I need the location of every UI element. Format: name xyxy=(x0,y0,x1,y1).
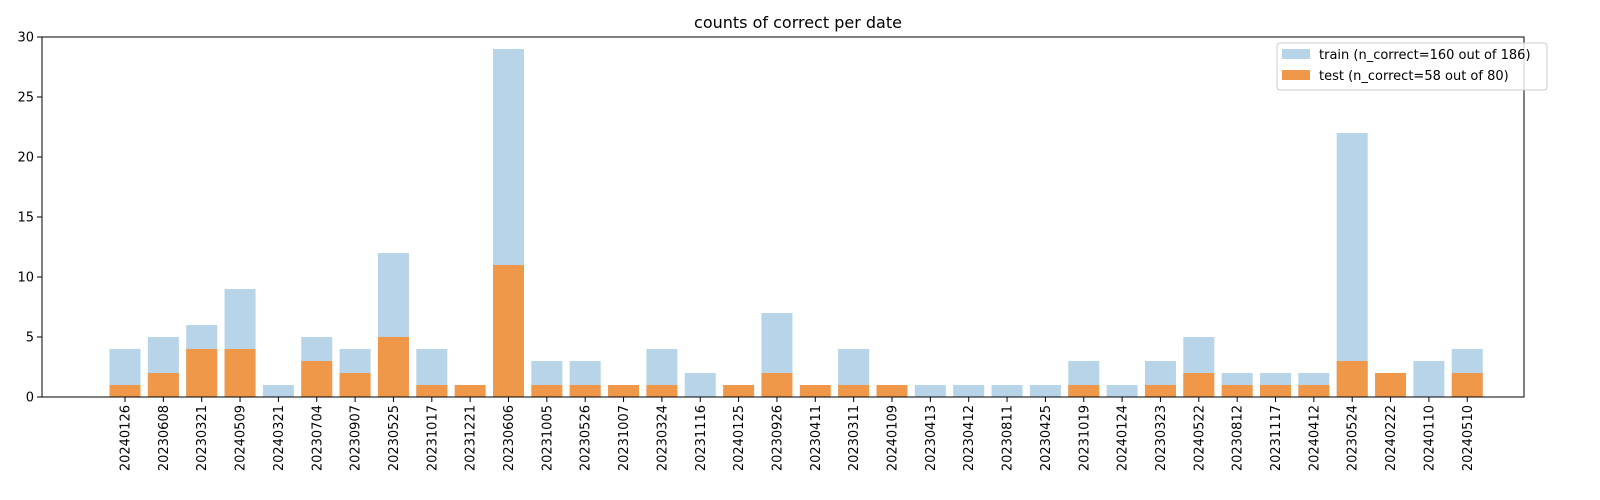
bar-test-20230526 xyxy=(569,385,601,397)
chart-title: counts of correct per date xyxy=(694,13,902,32)
x-tick-label-20240124: 20240124 xyxy=(1116,405,1131,471)
x-tick-label-20230411: 20230411 xyxy=(809,405,824,471)
bar-test-20230812 xyxy=(1221,385,1253,397)
bar-train-20230425 xyxy=(1029,385,1061,397)
x-tick-label-20230704: 20230704 xyxy=(310,405,325,471)
bar-test-20230411 xyxy=(799,385,831,397)
test-series-bars xyxy=(109,265,1483,397)
legend-box xyxy=(1276,42,1548,91)
bar-test-20231019 xyxy=(1068,385,1100,397)
x-tick-label-20240125: 20240125 xyxy=(732,405,747,471)
legend-label-test: test (n_correct=58 out of 80) xyxy=(1319,69,1509,84)
bar-test-20231221 xyxy=(454,385,486,397)
legend-swatch-test xyxy=(1282,70,1310,80)
x-tick-label-20240321: 20240321 xyxy=(272,405,287,471)
bar-train-20230412 xyxy=(953,385,985,397)
x-tick-label-20230812: 20230812 xyxy=(1231,405,1246,471)
bar-test-20230704 xyxy=(301,361,333,397)
x-tick-label-20240126: 20240126 xyxy=(119,405,134,471)
bar-test-20230524 xyxy=(1336,361,1368,397)
y-tick-label: 5 xyxy=(26,331,34,346)
legend-swatch-train xyxy=(1282,49,1310,59)
x-tick-label-20231019: 20231019 xyxy=(1077,405,1092,471)
bar-test-20240412 xyxy=(1298,385,1330,397)
x-tick-label-20230608: 20230608 xyxy=(157,405,172,471)
bar-test-20230606 xyxy=(493,265,524,397)
y-tick-label: 10 xyxy=(17,271,34,286)
x-tick-label-20231116: 20231116 xyxy=(694,405,709,471)
bar-test-20240126 xyxy=(109,385,141,397)
bar-train-20231116 xyxy=(684,373,716,397)
x-tick-label-20230324: 20230324 xyxy=(655,405,670,471)
x-tick-label-20230425: 20230425 xyxy=(1039,405,1054,471)
bar-test-20240510 xyxy=(1451,373,1483,397)
x-tick-label-20230926: 20230926 xyxy=(770,405,785,471)
bar-test-20231017 xyxy=(416,385,448,397)
bar-test-20230608 xyxy=(147,373,179,397)
x-tick-label-20240509: 20240509 xyxy=(234,405,249,471)
y-axis: 0 5 10 15 20 25 30 xyxy=(17,31,42,406)
bar-test-20231007 xyxy=(608,385,640,397)
bar-test-20240222 xyxy=(1375,373,1407,397)
bar-test-20240109 xyxy=(876,385,908,397)
x-tick-label-20230524: 20230524 xyxy=(1346,405,1361,471)
bar-train-20230413 xyxy=(914,385,946,397)
x-tick-label-20240412: 20240412 xyxy=(1307,405,1322,471)
bar-test-20230926 xyxy=(761,373,793,397)
bar-train-20240321 xyxy=(262,385,294,397)
bar-test-20230321 xyxy=(186,349,218,397)
bar-train-20230811 xyxy=(991,385,1023,397)
x-tick-label-20231221: 20231221 xyxy=(464,405,479,471)
x-tick-label-20230907: 20230907 xyxy=(349,405,364,471)
x-tick-label-20231005: 20231005 xyxy=(540,405,555,471)
x-tick-label-20231117: 20231117 xyxy=(1269,405,1284,471)
bar-test-20231117 xyxy=(1260,385,1291,397)
x-tick-label-20230321: 20230321 xyxy=(195,405,210,471)
x-tick-label-20240522: 20240522 xyxy=(1192,405,1207,471)
bar-test-20240522 xyxy=(1183,373,1215,397)
y-tick-label: 20 xyxy=(17,151,34,166)
x-tick-label-20240110: 20240110 xyxy=(1422,405,1437,471)
bar-test-20240509 xyxy=(224,349,256,397)
y-tick-label: 25 xyxy=(17,91,34,106)
bar-train-20240124 xyxy=(1106,385,1138,397)
x-tick-label-20230323: 20230323 xyxy=(1154,405,1169,471)
x-tick-label-20230811: 20230811 xyxy=(1001,405,1016,471)
bar-test-20230311 xyxy=(838,385,870,397)
x-tick-label-20230526: 20230526 xyxy=(579,405,594,471)
x-tick-label-20230412: 20230412 xyxy=(962,405,977,471)
plot-frame xyxy=(41,36,1525,398)
x-tick-label-20230311: 20230311 xyxy=(847,405,862,471)
x-tick-label-20230413: 20230413 xyxy=(924,405,939,471)
x-tick-label-20230525: 20230525 xyxy=(387,405,402,471)
train-series-bars xyxy=(109,49,1483,397)
x-tick-label-20240109: 20240109 xyxy=(886,405,901,471)
bar-test-20230324 xyxy=(646,385,678,397)
y-tick-label: 0 xyxy=(26,391,34,406)
bar-test-20230907 xyxy=(339,373,371,397)
x-tick-label-20231017: 20231017 xyxy=(425,405,440,471)
bar-test-20240125 xyxy=(723,385,755,397)
x-axis: 20240126 20230608 20230321 20240509 20240321… xyxy=(119,397,1476,471)
x-tick-label-20240510: 20240510 xyxy=(1461,405,1476,471)
bar-train-20230524 xyxy=(1336,133,1368,397)
bar-test-20230525 xyxy=(377,337,409,397)
legend: train (n_correct=160 out of 186) test (n… xyxy=(1276,42,1548,91)
bar-test-20231005 xyxy=(531,385,563,397)
legend-label-train: train (n_correct=160 out of 186) xyxy=(1319,48,1531,63)
x-tick-label-20231007: 20231007 xyxy=(617,405,632,471)
y-tick-label: 15 xyxy=(17,211,34,226)
x-tick-label-20230606: 20230606 xyxy=(502,405,517,471)
bar-test-20230323 xyxy=(1144,385,1176,397)
x-tick-label-20240222: 20240222 xyxy=(1384,405,1399,471)
bar-train-20240110 xyxy=(1413,361,1445,397)
y-tick-label: 30 xyxy=(17,31,34,46)
